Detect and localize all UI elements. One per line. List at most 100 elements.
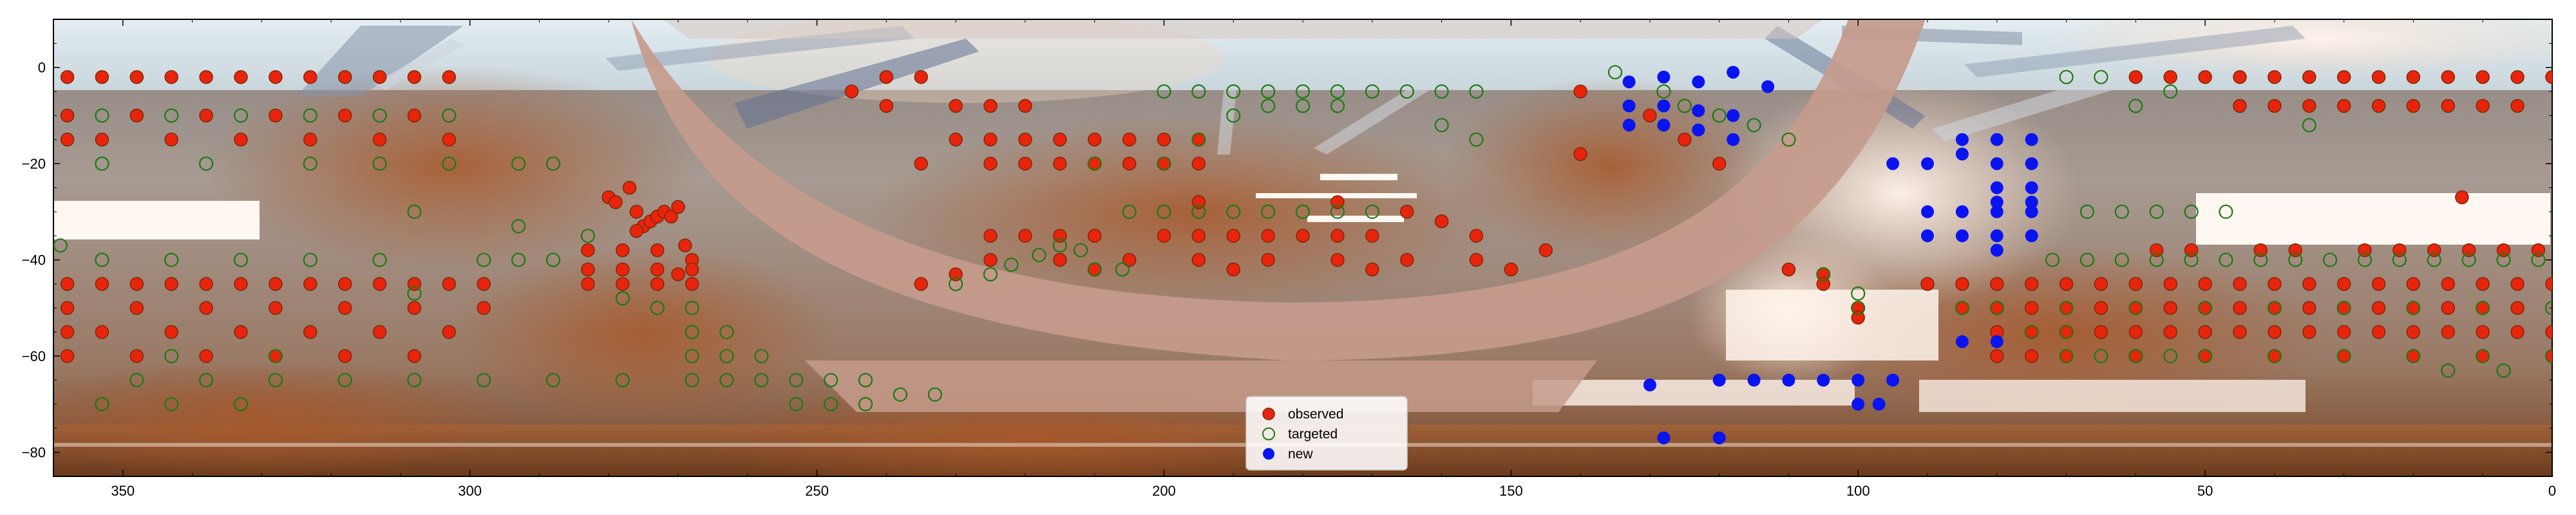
observed-point bbox=[2441, 277, 2456, 291]
observed-point bbox=[2441, 325, 2456, 339]
targeted-point bbox=[927, 387, 942, 402]
targeted-point bbox=[823, 397, 838, 412]
new-point bbox=[2025, 205, 2038, 218]
observed-point bbox=[234, 133, 248, 147]
new-point bbox=[1990, 335, 2003, 348]
legend-marker-observed bbox=[1262, 407, 1275, 420]
observed-point bbox=[983, 229, 998, 243]
legend-marker-targeted bbox=[1262, 427, 1275, 440]
observed-point bbox=[1365, 262, 1379, 277]
targeted-point bbox=[2476, 349, 2490, 364]
new-point bbox=[2025, 157, 2038, 171]
observed-point bbox=[269, 277, 283, 291]
observed-point bbox=[983, 133, 998, 147]
observed-point bbox=[914, 156, 928, 171]
targeted-point bbox=[477, 252, 491, 267]
targeted-point bbox=[719, 324, 734, 339]
observed-point bbox=[2441, 70, 2456, 84]
observed-point bbox=[2427, 243, 2441, 258]
targeted-point bbox=[2024, 324, 2039, 339]
x-tick-label: 300 bbox=[458, 483, 482, 499]
sky-background-image bbox=[53, 19, 2552, 476]
targeted-point bbox=[2336, 349, 2351, 364]
new-point bbox=[1852, 397, 1865, 411]
observed-point bbox=[164, 325, 178, 339]
new-point bbox=[1921, 229, 1934, 243]
observed-point bbox=[2392, 243, 2407, 258]
observed-point bbox=[2406, 277, 2421, 291]
observed-point bbox=[2336, 98, 2351, 113]
observed-point bbox=[2455, 190, 2469, 205]
targeted-point bbox=[95, 108, 109, 123]
observed-point bbox=[2476, 98, 2490, 113]
targeted-point bbox=[1087, 262, 1102, 277]
observed-point bbox=[983, 156, 998, 171]
legend: observed targeted new bbox=[1245, 396, 1408, 471]
observed-point bbox=[303, 277, 317, 291]
observed-point bbox=[337, 301, 352, 315]
targeted-point bbox=[2128, 98, 2143, 113]
targeted-point bbox=[2302, 118, 2316, 133]
observed-point bbox=[1122, 133, 1137, 147]
observed-point bbox=[95, 70, 109, 84]
observed-point bbox=[337, 277, 352, 291]
targeted-point bbox=[372, 252, 387, 267]
observed-point bbox=[442, 133, 457, 147]
targeted-point bbox=[2496, 252, 2511, 267]
targeted-point bbox=[545, 373, 561, 388]
targeted-point bbox=[685, 324, 699, 339]
targeted-point bbox=[719, 349, 734, 364]
targeted-point bbox=[1365, 204, 1379, 219]
observed-point bbox=[2198, 277, 2212, 291]
observed-point bbox=[685, 277, 699, 291]
targeted-point bbox=[2476, 301, 2490, 315]
observed-point bbox=[60, 108, 75, 123]
targeted-point bbox=[164, 252, 179, 267]
new-point bbox=[1747, 373, 1761, 387]
observed-point bbox=[2302, 301, 2316, 315]
observed-point bbox=[671, 267, 685, 281]
observed-point bbox=[2510, 277, 2524, 291]
observed-point bbox=[2496, 243, 2511, 258]
new-point bbox=[1657, 99, 1671, 113]
targeted-point bbox=[372, 108, 387, 123]
observed-point bbox=[2476, 70, 2490, 84]
targeted-point bbox=[1157, 204, 1171, 219]
targeted-point bbox=[2184, 204, 2199, 219]
observed-point bbox=[2545, 325, 2552, 339]
observed-point bbox=[60, 133, 75, 147]
targeted-point bbox=[2544, 349, 2552, 364]
targeted-point bbox=[442, 108, 457, 123]
observed-point bbox=[303, 70, 317, 84]
observed-point bbox=[407, 70, 422, 84]
targeted-point bbox=[1816, 267, 1831, 282]
observed-point bbox=[407, 349, 422, 363]
observed-point bbox=[2406, 98, 2421, 113]
observed-point bbox=[199, 349, 213, 363]
series-new bbox=[1622, 66, 2038, 445]
observed-point bbox=[442, 70, 457, 84]
observed-point bbox=[983, 98, 998, 113]
targeted-point bbox=[789, 397, 804, 412]
observed-point bbox=[60, 349, 75, 363]
observed-point bbox=[1469, 229, 1484, 243]
observed-point bbox=[2510, 98, 2524, 113]
observed-point bbox=[1018, 98, 1032, 113]
targeted-point bbox=[858, 397, 873, 412]
new-point bbox=[1955, 133, 1969, 146]
targeted-point bbox=[2198, 349, 2213, 364]
observed-point bbox=[1990, 277, 2004, 291]
new-point bbox=[1955, 335, 1969, 348]
targeted-point bbox=[337, 373, 352, 388]
observed-point bbox=[95, 325, 109, 339]
new-point bbox=[1886, 157, 1900, 171]
observed-point bbox=[95, 277, 109, 291]
observed-point bbox=[442, 325, 457, 339]
new-point bbox=[1692, 104, 1705, 117]
targeted-point bbox=[2059, 324, 2074, 339]
targeted-point bbox=[545, 252, 561, 267]
observed-point bbox=[2510, 70, 2524, 84]
observed-point bbox=[2336, 277, 2351, 291]
observed-point bbox=[2094, 325, 2108, 339]
targeted-point bbox=[407, 286, 422, 301]
